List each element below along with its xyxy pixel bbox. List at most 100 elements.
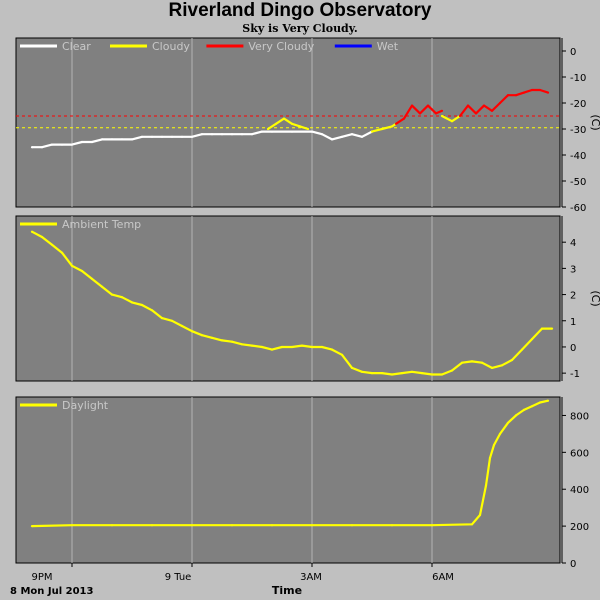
data-point: [270, 524, 274, 527]
data-point: [190, 524, 194, 527]
data-point: [390, 373, 394, 376]
page-title: Riverland Dingo Observatory: [168, 0, 432, 21]
y-tick-label: -30: [570, 125, 586, 136]
data-point: [160, 317, 164, 320]
data-series-line: [371, 122, 397, 133]
data-point: [370, 372, 374, 375]
data-point: [430, 524, 434, 527]
x-tick-label: 6AM: [432, 572, 454, 583]
y-tick-label: -10: [570, 73, 586, 84]
data-point: [30, 146, 34, 149]
data-point: [340, 135, 344, 138]
data-point: [90, 140, 94, 144]
data-point: [402, 117, 406, 120]
data-point: [310, 345, 314, 349]
data-point: [458, 114, 462, 118]
data-point: [506, 421, 510, 424]
data-point: [310, 130, 314, 133]
sky-status: Sky is Very Cloudy.: [242, 22, 358, 35]
data-point: [400, 372, 404, 375]
legend-label-clear: Clear: [62, 40, 91, 53]
data-point: [540, 327, 544, 330]
data-point: [150, 524, 154, 527]
data-point: [80, 269, 84, 273]
data-point: [390, 125, 394, 128]
data-point: [418, 112, 422, 115]
data-point: [140, 135, 144, 138]
data-point: [70, 264, 74, 267]
ambient-temp-panel: 4 3 2 1 0 -1 (C) Ambient Temp: [15, 215, 600, 382]
data-point: [290, 122, 294, 125]
data-point: [150, 135, 154, 138]
data-point: [510, 358, 514, 362]
data-point: [394, 122, 398, 125]
data-point: [240, 133, 244, 136]
y-tick-label: 1: [570, 317, 576, 328]
data-point: [500, 364, 504, 367]
y-tick-label: -1: [570, 369, 580, 380]
data-point: [290, 130, 294, 133]
x-tick-label: 3AM: [300, 572, 322, 583]
sky-temp-panel: 0 -10 -20 -30 -40 -50 -60 (C) Clear Cloudy Very Cl…: [15, 37, 600, 214]
data-point: [250, 344, 254, 347]
data-point: [290, 345, 294, 349]
data-point: [350, 366, 354, 369]
data-point: [230, 133, 234, 136]
data-point: [498, 101, 502, 105]
data-point: [520, 348, 524, 351]
data-point: [466, 104, 470, 107]
y-tick-label: 800: [570, 411, 589, 422]
data-point: [110, 293, 114, 296]
data-point: [274, 122, 278, 125]
data-point: [100, 285, 104, 288]
data-point: [330, 348, 334, 351]
y-tick-label: 3: [570, 264, 576, 275]
data-point: [450, 120, 454, 123]
data-point: [440, 114, 444, 118]
data-point: [440, 373, 444, 376]
data-point: [522, 408, 526, 411]
data-point: [140, 303, 144, 307]
data-point: [320, 133, 324, 136]
data-point: [60, 251, 64, 254]
data-point: [240, 343, 244, 346]
data-point: [550, 327, 554, 330]
y-axis-label: (C): [589, 290, 600, 306]
data-point: [492, 443, 496, 447]
data-point: [110, 524, 114, 527]
data-point: [190, 330, 194, 333]
data-point: [50, 143, 54, 146]
data-point: [390, 524, 394, 527]
y-tick-label: 0: [570, 47, 576, 58]
data-point: [230, 524, 234, 527]
data-point: [530, 88, 534, 92]
data-point: [160, 135, 164, 138]
data-point: [430, 373, 434, 376]
data-point: [210, 336, 214, 339]
data-point: [180, 135, 184, 138]
data-point: [490, 109, 494, 112]
data-point: [50, 243, 54, 246]
data-point: [474, 112, 478, 115]
date-label: 8 Mon Jul 2013: [10, 586, 93, 597]
data-point: [40, 235, 44, 239]
data-point: [300, 344, 304, 347]
data-point: [120, 138, 124, 141]
data-point: [120, 296, 124, 299]
data-point: [282, 117, 286, 120]
legend-label-ambient-temp: Ambient Temp: [62, 218, 141, 231]
data-point: [450, 369, 454, 372]
data-point: [30, 230, 34, 233]
daylight-panel: 800 600 400 200 0 Daylight: [15, 396, 589, 570]
data-series-line: [267, 117, 309, 131]
data-point: [546, 399, 550, 402]
legend-label-cloudy: Cloudy: [152, 40, 190, 53]
data-point: [70, 524, 74, 527]
data-point: [360, 135, 364, 138]
data-point: [538, 401, 542, 404]
data-point: [426, 104, 430, 107]
data-point: [110, 138, 114, 141]
data-point: [484, 484, 488, 487]
data-point: [498, 432, 502, 435]
data-point: [270, 348, 274, 351]
